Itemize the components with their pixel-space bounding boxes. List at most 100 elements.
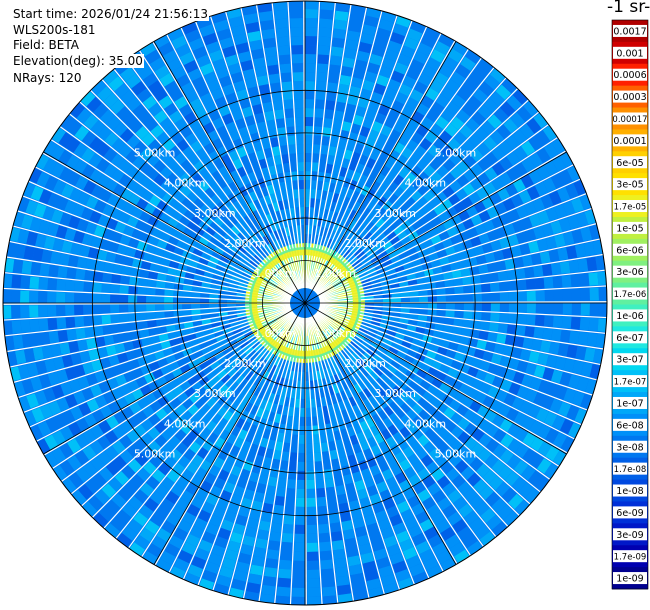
ray-gate [82, 501, 98, 517]
ray-gate [491, 459, 506, 475]
ray-gate [417, 283, 428, 291]
ray-gate [357, 488, 369, 500]
ray-gate [200, 204, 211, 215]
ray-gate [289, 397, 295, 408]
ray-gate [60, 114, 75, 131]
ray-gate [475, 369, 488, 381]
ray-gate [544, 142, 559, 159]
ray-gate [97, 451, 112, 466]
ray-gate [445, 295, 455, 302]
ray-gate [345, 251, 354, 261]
ray-gate [157, 326, 168, 335]
ray-gap [318, 193, 587, 299]
ray-gate [209, 49, 224, 63]
ray-gate [560, 329, 571, 343]
ray-gate [255, 538, 268, 549]
ray-gate [278, 136, 288, 146]
ray-gate [66, 267, 77, 279]
ray-gate [243, 13, 259, 25]
ray-gate [200, 298, 210, 303]
ray-gate [372, 391, 383, 402]
ray-gate [224, 350, 235, 360]
ray-gate [349, 462, 360, 474]
ray-gate [101, 294, 111, 303]
ray-gate [129, 401, 142, 415]
ray-gate [371, 539, 385, 552]
ray-gate [378, 346, 389, 355]
ray-gate [371, 381, 382, 391]
ray-gate [261, 28, 275, 40]
ray-gate [235, 118, 247, 130]
ray-gate [577, 331, 589, 346]
ray-gate [179, 215, 191, 227]
ray-gate [229, 279, 240, 286]
ray-gate [390, 255, 401, 264]
ray-gate [242, 344, 252, 353]
ray-gate [503, 393, 517, 407]
ray-gate [451, 474, 466, 489]
ray-gate [249, 564, 264, 576]
ray-gate [30, 424, 44, 441]
ray-gate [435, 316, 446, 324]
ray-gate [270, 137, 279, 148]
ray-gate [259, 347, 268, 357]
ray-gate [154, 350, 165, 360]
ray-gate [165, 354, 177, 365]
ray-gate [349, 375, 358, 386]
ray-gate [258, 249, 267, 259]
ray-gate [76, 256, 88, 269]
ray-gate [550, 220, 563, 235]
ray-gate [563, 388, 577, 403]
ray-gate [282, 405, 289, 416]
ray-gate [462, 183, 476, 196]
ray-gap [305, 317, 323, 605]
ray-gate [562, 303, 572, 315]
ray-gate [369, 149, 381, 161]
ray-gate [315, 470, 324, 480]
ray-gate [476, 142, 491, 157]
ray-gate [528, 169, 542, 184]
ray-gate [78, 402, 92, 417]
ray-gate [401, 105, 415, 118]
ray-gate [363, 352, 373, 361]
ray-gate [353, 590, 368, 601]
ray-gate [167, 422, 180, 435]
ray-gate [305, 416, 312, 426]
ray-gap [69, 113, 294, 295]
ray-gate [112, 455, 127, 470]
ray-gate [419, 518, 434, 532]
ray-gate [67, 438, 82, 454]
ray-gate [125, 149, 139, 164]
ray-gate [351, 77, 363, 89]
ray-gate [222, 113, 234, 125]
ray-gate [29, 168, 42, 184]
ray-gate [231, 578, 246, 591]
ray-gate [381, 383, 392, 394]
ray-gate [493, 250, 505, 261]
azimuth-spokes [3, 1, 607, 605]
ray-gate [537, 441, 552, 457]
ray-gate [250, 233, 259, 243]
range-ring-label: 1.00km [254, 327, 296, 340]
ray-gate [529, 213, 542, 227]
ray-gate [383, 226, 393, 237]
ray-gate [392, 560, 408, 574]
ray-gate [376, 481, 388, 493]
ray-gate [230, 494, 242, 506]
ray-gate [385, 436, 397, 448]
ray-gate [424, 130, 438, 144]
ray-gate [285, 497, 295, 507]
range-ring-label: 2.00km [344, 237, 386, 250]
ray-gate [212, 326, 223, 333]
ray-gate [232, 200, 243, 211]
ray-gate [580, 226, 593, 242]
ray-gate [454, 303, 464, 310]
ray-gate [360, 552, 375, 564]
ray-gate [128, 304, 138, 313]
ray-gate [33, 203, 47, 218]
ray-gap [115, 314, 297, 539]
ray-gate [404, 433, 417, 446]
ray-gate [293, 551, 305, 561]
ray-gate [311, 407, 317, 417]
ray-gate [158, 95, 173, 109]
